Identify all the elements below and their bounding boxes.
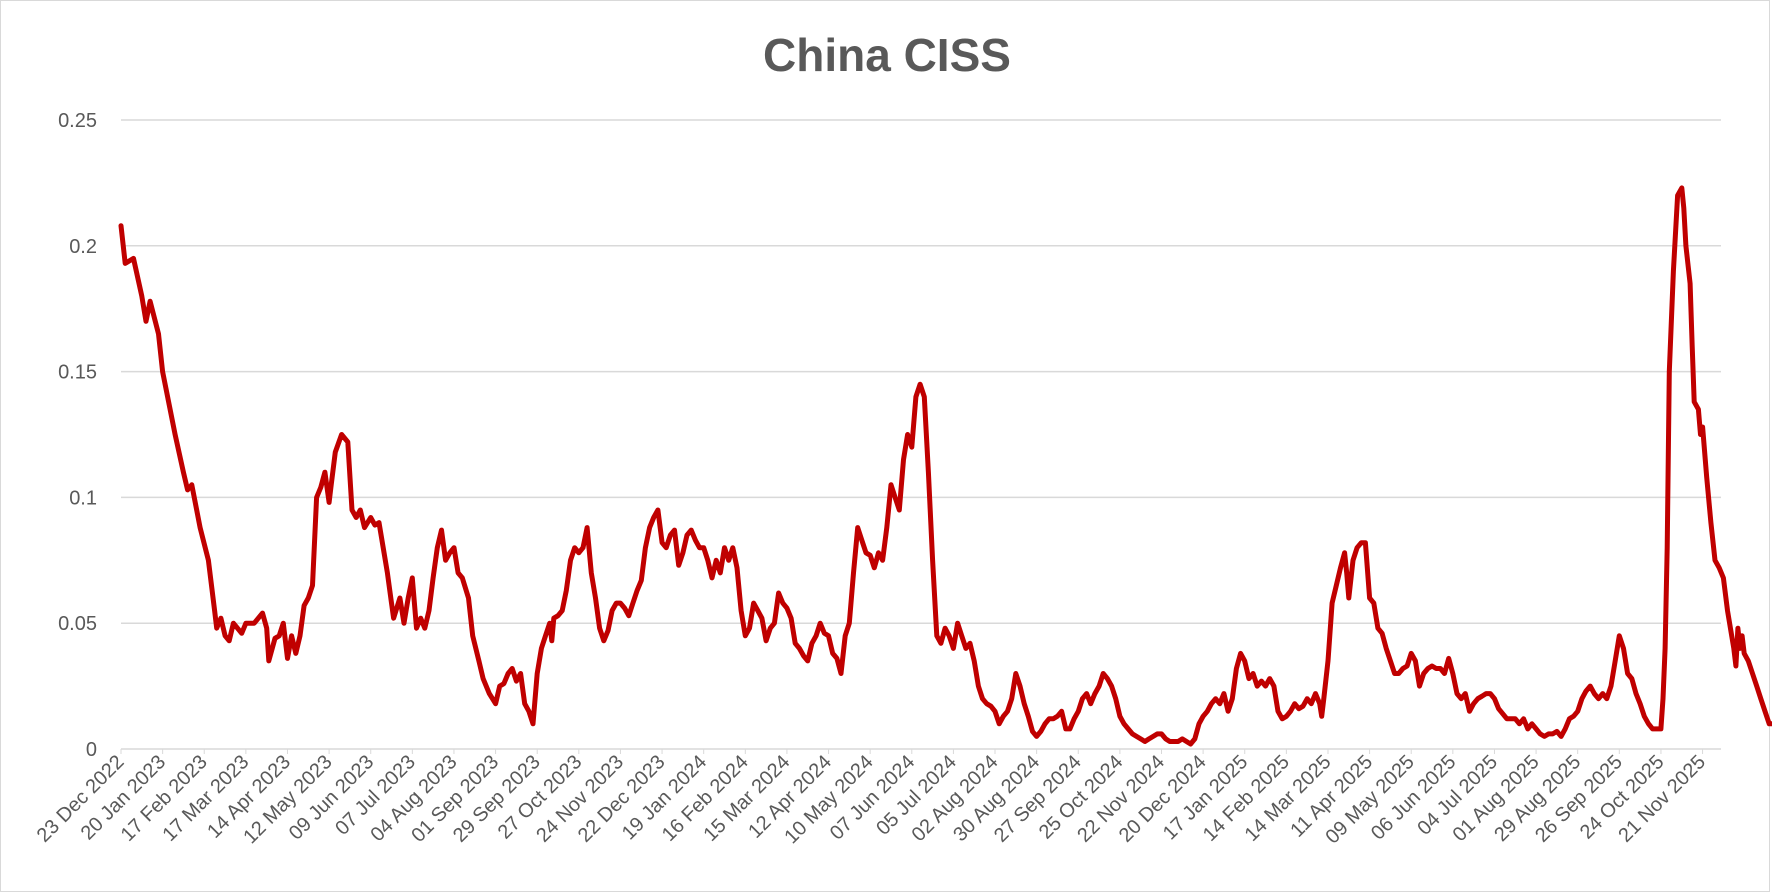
y-tick-label: 0.05	[58, 613, 97, 635]
y-tick-label: 0.15	[58, 362, 97, 384]
y-tick-label: 0.1	[69, 487, 97, 509]
y-tick-label: 0.2	[69, 236, 97, 258]
y-tick-label: 0	[86, 739, 97, 761]
gridlines	[121, 119, 1721, 750]
series-layer	[118, 185, 1772, 747]
y-axis-ticks: 0 0.05 0.1 0.15 0.2 0.25	[58, 110, 97, 761]
y-tick-label: 0.25	[58, 110, 97, 132]
series-line	[118, 185, 1772, 747]
chart-title: China CISS	[763, 29, 1011, 81]
